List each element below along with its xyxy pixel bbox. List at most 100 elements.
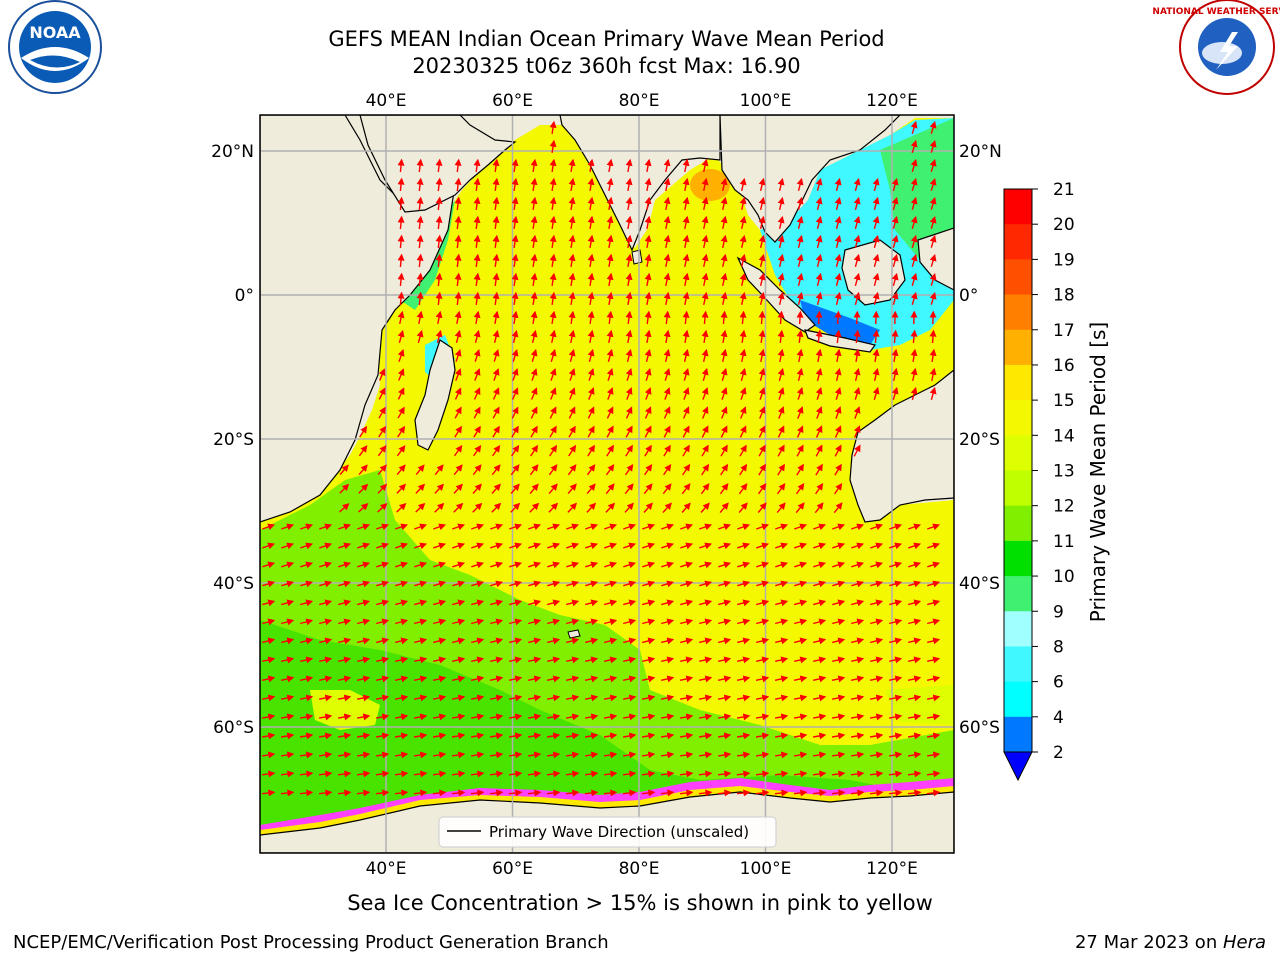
- wave-direction-arrow: [568, 367, 576, 381]
- wave-direction-arrow: [698, 713, 713, 721]
- wave-direction-arrow: [395, 618, 409, 626]
- wave-direction-arrow: [395, 561, 409, 569]
- lat-tick-label-right: 20°N: [959, 142, 1002, 162]
- wave-direction-arrow: [606, 253, 614, 268]
- wave-direction-arrow: [489, 713, 504, 721]
- wave-direction-arrow: [359, 425, 368, 438]
- wave-direction-arrow: [604, 656, 618, 664]
- colorbar-tick-label: 10: [1053, 567, 1075, 587]
- colorbar-tick-label: 20: [1053, 215, 1075, 235]
- wave-direction-arrow: [794, 637, 808, 645]
- wave-direction-arrow: [910, 272, 918, 286]
- lon-tick-label-top: 100°E: [740, 91, 792, 111]
- wave-direction-arrow: [834, 177, 842, 191]
- wave-direction-arrow: [549, 120, 557, 135]
- wave-direction-arrow: [356, 789, 371, 797]
- wave-direction-arrow: [546, 694, 561, 702]
- wave-direction-arrow: [680, 656, 694, 664]
- wave-direction-arrow: [454, 215, 462, 230]
- wave-direction-arrow: [528, 656, 542, 664]
- wave-direction-arrow: [815, 386, 823, 400]
- wave-direction-arrow: [777, 425, 785, 438]
- wave-direction-arrow: [719, 483, 729, 495]
- wave-direction-arrow: [299, 694, 314, 702]
- wave-direction-arrow: [416, 215, 424, 230]
- wave-direction-arrow: [850, 713, 865, 721]
- wave-direction-arrow: [872, 234, 880, 248]
- wave-direction-arrow: [777, 463, 785, 476]
- wave-direction-arrow: [625, 348, 633, 362]
- wave-direction-arrow: [604, 618, 618, 626]
- wave-direction-arrow: [394, 770, 409, 778]
- lat-tick-label-right: 0°: [959, 286, 978, 306]
- wave-direction-arrow: [889, 599, 903, 607]
- wave-direction-arrow: [834, 463, 842, 476]
- wave-direction-arrow: [870, 523, 884, 531]
- wave-direction-arrow: [698, 751, 713, 759]
- wave-direction-arrow: [433, 523, 447, 531]
- colorbar-tick-label: 16: [1053, 356, 1075, 376]
- wave-direction-arrow: [870, 618, 884, 626]
- wave-direction-arrow: [396, 483, 407, 494]
- wave-direction-arrow: [300, 618, 314, 626]
- wave-direction-arrow: [587, 406, 595, 419]
- lat-tick-label-left: 40°S: [213, 574, 254, 594]
- wave-direction-arrow: [397, 234, 405, 249]
- wave-direction-arrow: [566, 561, 580, 569]
- wave-direction-arrow: [644, 387, 652, 400]
- wave-direction-arrow: [470, 713, 485, 721]
- wave-direction-arrow: [546, 751, 561, 759]
- wave-direction-arrow: [850, 732, 865, 740]
- wave-direction-arrow: [432, 789, 447, 797]
- wave-direction-arrow: [378, 425, 387, 438]
- wave-direction-arrow: [299, 732, 314, 740]
- wave-direction-arrow: [908, 580, 922, 588]
- wave-direction-arrow: [891, 386, 899, 400]
- colorbar-segment: [1004, 470, 1032, 507]
- wave-direction-arrow: [699, 618, 713, 626]
- nws-logo: NATIONAL WEATHER SERVICE: [1152, 0, 1280, 95]
- wave-direction-arrow: [568, 215, 576, 230]
- wave-direction-arrow: [908, 523, 922, 531]
- wave-direction-arrow: [397, 406, 405, 419]
- wave-direction-arrow: [603, 789, 618, 797]
- wave-direction-arrow: [756, 618, 770, 626]
- colorbar-segment: [1004, 681, 1032, 718]
- wave-direction-arrow: [470, 751, 485, 759]
- wave-direction-arrow: [680, 561, 694, 569]
- lat-tick-label-right: 60°S: [959, 718, 1000, 738]
- wave-direction-arrow: [907, 713, 922, 721]
- wave-direction-arrow: [774, 675, 789, 683]
- wave-direction-arrow: [815, 444, 823, 457]
- wave-direction-arrow: [622, 770, 637, 778]
- wave-direction-arrow: [377, 502, 388, 513]
- wave-direction-arrow: [605, 463, 615, 476]
- wave-direction-arrow: [682, 196, 690, 211]
- wave-direction-arrow: [699, 599, 713, 607]
- wave-direction-arrow: [872, 215, 880, 229]
- wave-direction-arrow: [356, 732, 371, 740]
- wave-direction-arrow: [586, 502, 597, 513]
- wave-direction-arrow: [585, 580, 599, 588]
- wave-direction-arrow: [891, 329, 899, 344]
- wave-direction-arrow: [661, 599, 675, 607]
- wave-direction-arrow: [720, 444, 728, 457]
- wave-direction-arrow: [394, 751, 409, 759]
- wave-direction-arrow: [432, 675, 447, 683]
- wave-direction-arrow: [910, 234, 918, 248]
- wave-direction-arrow: [908, 637, 922, 645]
- wave-direction-arrow: [701, 234, 709, 249]
- wave-direction-arrow: [603, 770, 618, 778]
- wave-direction-arrow: [910, 291, 918, 305]
- wave-direction-arrow: [549, 215, 557, 230]
- wave-direction-arrow: [433, 618, 447, 626]
- wave-direction-arrow: [491, 502, 502, 513]
- wave-direction-arrow: [682, 425, 690, 438]
- wave-direction-arrow: [888, 732, 903, 740]
- wave-direction-arrow: [489, 770, 504, 778]
- wave-direction-arrow: [566, 542, 580, 550]
- wave-direction-arrow: [262, 618, 276, 626]
- wave-direction-arrow: [510, 502, 521, 513]
- wave-direction-arrow: [568, 348, 576, 362]
- wave-direction-arrow: [758, 425, 766, 438]
